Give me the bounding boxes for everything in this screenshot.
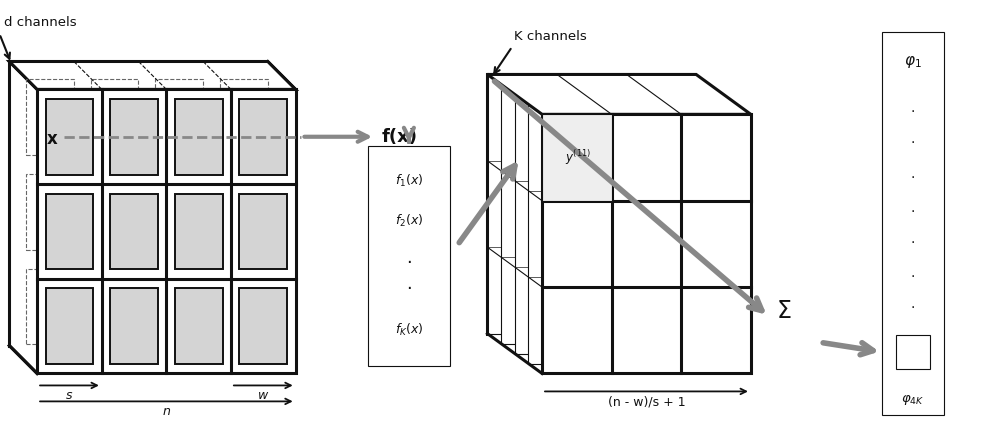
Text: $y^{(11)}$: $y^{(11)}$: [565, 148, 591, 167]
Bar: [542, 114, 612, 201]
Bar: [239, 99, 287, 175]
Bar: [175, 99, 223, 175]
Bar: [882, 32, 944, 415]
Text: .: .: [406, 275, 412, 294]
Polygon shape: [9, 61, 296, 89]
Bar: [91, 269, 138, 345]
Bar: [26, 174, 74, 250]
Bar: [528, 104, 737, 363]
Text: .: .: [911, 232, 915, 246]
Text: .: .: [406, 249, 412, 267]
Text: $f_1(x)$: $f_1(x)$: [395, 173, 423, 189]
Bar: [155, 174, 203, 250]
Bar: [239, 193, 287, 269]
Polygon shape: [487, 75, 751, 114]
Bar: [46, 288, 93, 364]
Bar: [91, 79, 138, 155]
Text: x: x: [47, 130, 58, 148]
Bar: [110, 288, 158, 364]
Bar: [155, 269, 203, 345]
Text: $\Sigma$: $\Sigma$: [776, 299, 791, 323]
Text: (n - w)/s + 1: (n - w)/s + 1: [608, 395, 685, 409]
Text: .: .: [911, 201, 915, 215]
Bar: [26, 79, 74, 155]
Bar: [220, 79, 268, 155]
Bar: [220, 174, 268, 250]
Text: .: .: [911, 297, 915, 311]
Bar: [487, 75, 696, 334]
Bar: [110, 99, 158, 175]
Text: n: n: [162, 406, 170, 418]
Text: $f_2(x)$: $f_2(x)$: [395, 213, 423, 229]
Bar: [515, 95, 723, 354]
Bar: [239, 288, 287, 364]
Bar: [110, 193, 158, 269]
Text: .: .: [911, 266, 915, 280]
Bar: [46, 99, 93, 175]
Text: $f_K(x)$: $f_K(x)$: [395, 322, 423, 339]
Bar: [46, 193, 93, 269]
Text: f(x): f(x): [382, 128, 418, 146]
Bar: [368, 146, 450, 366]
Bar: [542, 114, 751, 374]
Bar: [896, 335, 930, 369]
Text: d channels: d channels: [4, 16, 77, 29]
Text: $\varphi_{4K}$: $\varphi_{4K}$: [901, 393, 924, 407]
Bar: [37, 89, 296, 374]
Text: .: .: [911, 132, 915, 146]
Text: K channels: K channels: [514, 29, 587, 43]
Bar: [175, 288, 223, 364]
Bar: [91, 174, 138, 250]
Bar: [155, 79, 203, 155]
Text: .: .: [911, 101, 915, 115]
Bar: [501, 84, 710, 344]
Bar: [175, 193, 223, 269]
Bar: [26, 269, 74, 345]
Text: w: w: [258, 389, 268, 403]
Text: s: s: [66, 389, 73, 403]
Bar: [220, 269, 268, 345]
Text: $\varphi_1$: $\varphi_1$: [904, 54, 922, 70]
Text: .: .: [911, 167, 915, 181]
